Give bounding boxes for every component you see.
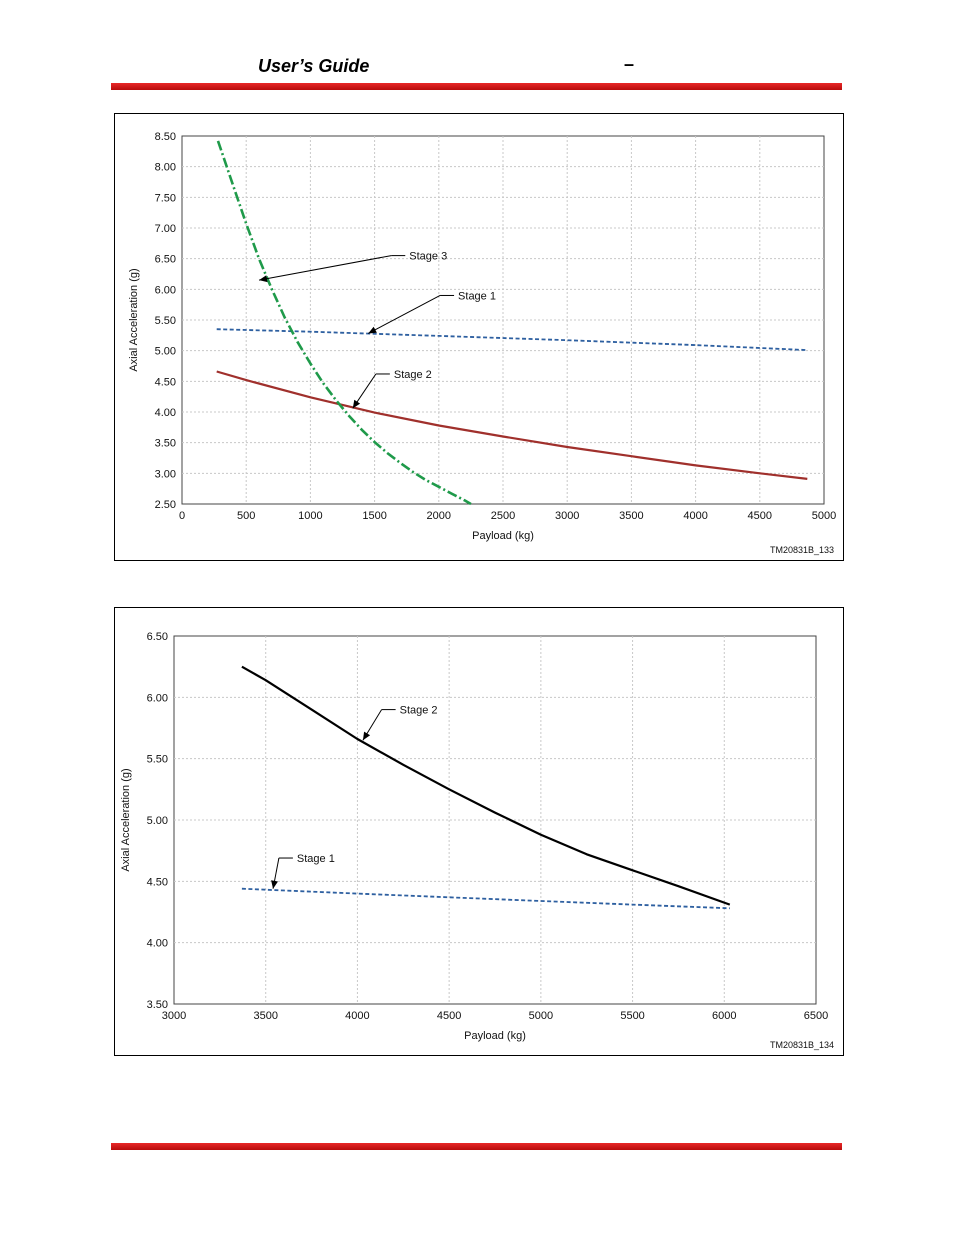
chart-1-annotation-stage-1-label: Stage 1 (458, 290, 496, 302)
chart-1-x-axis-label: Payload (kg) (472, 530, 534, 542)
chart-2-annotation-stage-2-label: Stage 2 (400, 705, 438, 717)
header-rule (111, 83, 842, 90)
chart-1-annotation-stage-3-label: Stage 3 (409, 251, 447, 263)
chart-1-series-stage-1 (216, 328, 808, 351)
chart-2-x-tick-label: 3500 (253, 1010, 277, 1022)
chart-2-x-tick-label: 6000 (712, 1010, 736, 1022)
chart-1-y-axis-label: Axial Acceleration (g) (128, 268, 140, 371)
chart-2-frame: 3000 3500 4000 4500 5000 5500 6000 6500 3.50 4.00… (114, 607, 844, 1056)
chart-1-x-tick-label: 1500 (362, 510, 386, 522)
chart-1-svg: 0 500 1000 1500 2000 2500 3000 3500 4000 4500 5000… (128, 131, 836, 555)
chart-2-annotation-stage-1-label: Stage 1 (297, 853, 335, 865)
chart-1-annotation-stage-3-arrowhead (259, 275, 268, 283)
chart-1-y-tick-label: 7.00 (155, 223, 176, 235)
chart-2-y-axis-label: Axial Acceleration (g) (120, 768, 132, 871)
chart-1-y-tick-label: 4.50 (155, 376, 176, 388)
chart-2-x-tick-label: 5000 (529, 1010, 553, 1022)
chart-1-annotation-stage-3-leader (258, 255, 392, 281)
chart-1-y-tick-label: 8.00 (155, 162, 176, 174)
chart-2-x-axis-label: Payload (kg) (464, 1030, 526, 1042)
chart-1-y-tick-label: 2.50 (155, 499, 176, 511)
chart-1-x-tick-label: 4000 (683, 510, 707, 522)
chart-1-y-tick-label: 4.00 (155, 407, 176, 419)
chart-1-y-tick-label: 3.00 (155, 468, 176, 480)
chart-1-y-tick-label: 5.00 (155, 346, 176, 358)
chart-1-y-tick-label: 3.50 (155, 438, 176, 450)
chart-2-annotation-stage-1-arrowhead (271, 880, 278, 889)
chart-2-x-tick-label: 3000 (162, 1010, 186, 1022)
chart-2-x-tick-label: 4500 (437, 1010, 461, 1022)
chart-1-x-tick-label: 2500 (491, 510, 515, 522)
chart-1-x-tick-label: 5000 (812, 510, 836, 522)
chart-2-y-tick-label: 4.50 (147, 876, 168, 888)
chart-1-y-tick-label: 6.00 (155, 284, 176, 296)
chart-1-y-tick-label: 7.50 (155, 192, 176, 204)
chart-1-x-tick-label: 3000 (555, 510, 579, 522)
chart-2-x-tick-label: 6500 (804, 1010, 828, 1022)
chart-2-x-tick-label: 4000 (345, 1010, 369, 1022)
chart-1-x-tick-label: 1000 (298, 510, 322, 522)
chart-1-annotation-stage-1-leader (367, 295, 441, 334)
chart-1-y-tick-label: 8.50 (155, 131, 176, 143)
chart-2-annotation-stage-2-arrowhead (362, 731, 371, 741)
header-title: User’s Guide (258, 56, 370, 76)
chart-1-figure-code: TM20831B_133 (770, 545, 834, 555)
header-separator: – (624, 54, 635, 74)
chart-1-x-tick-label: 500 (237, 510, 255, 522)
chart-2-x-tick-label: 5500 (620, 1010, 644, 1022)
footer-rule (111, 1143, 842, 1150)
chart-2-y-tick-label: 5.00 (147, 815, 168, 827)
chart-2-series-stage-2 (241, 665, 731, 906)
chart-2-y-tick-label: 6.50 (147, 631, 168, 643)
chart-1-series-stage-2 (216, 370, 808, 480)
chart-1-y-tick-label: 5.50 (155, 315, 176, 327)
chart-2-figure-code: TM20831B_134 (770, 1040, 834, 1050)
chart-2-svg: 3000 3500 4000 4500 5000 5500 6000 6500 3.50 4.00… (120, 631, 834, 1050)
chart-2-y-tick-label: 5.50 (147, 754, 168, 766)
chart-1-annotation-stage-2-label: Stage 2 (394, 369, 432, 381)
chart-1-annotation-stage-1-arrowhead (368, 326, 377, 334)
chart-1-y-tick-label: 6.50 (155, 254, 176, 266)
chart-1-x-tick-label: 0 (179, 510, 185, 522)
chart-2-y-tick-label: 6.00 (147, 692, 168, 704)
chart-2-y-tick-label: 4.00 (147, 938, 168, 950)
chart-1-series-stage-3 (216, 140, 472, 506)
chart-2-y-tick-label: 3.50 (147, 999, 168, 1011)
chart-1-x-tick-label: 4500 (748, 510, 772, 522)
chart-1-annotation-stage-2-arrowhead (352, 399, 361, 409)
chart-1-frame: 0 500 1000 1500 2000 2500 3000 3500 4000 4500 5000… (114, 113, 844, 561)
chart-1-x-tick-label: 2000 (427, 510, 451, 522)
chart-1-x-tick-label: 3500 (619, 510, 643, 522)
